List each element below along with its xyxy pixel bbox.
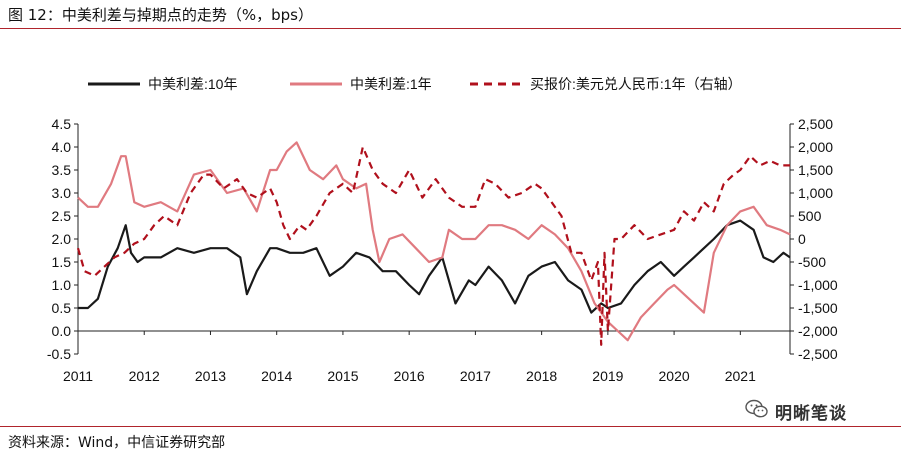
- y-left-tick-label: 1.0: [52, 277, 72, 293]
- x-tick-label: 2017: [460, 368, 491, 384]
- bottom-rule: [0, 426, 901, 427]
- series-line-2: [77, 141, 791, 342]
- y-right-tick-label: 1,000: [798, 185, 833, 201]
- wechat-icon: [745, 398, 769, 424]
- watermark-text: 明晰笔谈: [775, 403, 847, 424]
- top-rule: [0, 28, 901, 29]
- x-tick-label: 2013: [195, 368, 226, 384]
- series-group: [76, 141, 791, 346]
- y-right-tick-label: -1,000: [798, 277, 838, 293]
- y-right-tick-label: -2,500: [798, 346, 838, 362]
- legend-label-1: 中美利差:10年: [148, 76, 237, 92]
- x-tick-label: 2018: [526, 368, 557, 384]
- chart: 中美利差:10年 中美利差:1年 买报价:美元兑人民币:1年（右轴） -0.5 0.0…: [47, 76, 838, 384]
- series-line-1: [78, 219, 791, 314]
- watermark: 明晰笔谈: [745, 398, 847, 424]
- y-right-tick-label: 2,000: [798, 139, 833, 155]
- y-right-tick-label: 500: [798, 208, 822, 224]
- y-left-tick-label: 0.0: [52, 323, 72, 339]
- legend-label-3: 买报价:美元兑人民币:1年（右轴）: [530, 76, 742, 92]
- y-left-tick-label: 1.5: [52, 254, 72, 270]
- y-left-tick-label: 2.5: [52, 208, 72, 224]
- legend: 中美利差:10年 中美利差:1年 买报价:美元兑人民币:1年（右轴）: [88, 76, 742, 92]
- legend-label-2: 中美利差:1年: [350, 76, 432, 92]
- series-line-3: [76, 145, 790, 346]
- y-left-tick-label: 4.0: [52, 139, 72, 155]
- y-left-tick-label: -0.5: [47, 346, 71, 362]
- x-tick-label: 2020: [659, 368, 690, 384]
- figure-title: 图 12：中美利差与掉期点的走势（%，bps）: [8, 6, 313, 24]
- x-tick-label: 2011: [63, 368, 93, 384]
- y-left-tick-label: 4.5: [52, 116, 72, 132]
- y-left-tick-label: 3.5: [52, 162, 72, 178]
- x-tick-label: 2016: [394, 368, 425, 384]
- y-right-tick-label: -500: [798, 254, 826, 270]
- y-right-tick-label: 1,500: [798, 162, 833, 178]
- source-note: 资料来源：Wind，中信证券研究部: [8, 435, 226, 451]
- y-right-tick-label: -2,000: [798, 323, 838, 339]
- x-tick-label: 2021: [725, 368, 756, 384]
- x-tick-label: 2015: [327, 368, 358, 384]
- y-right-tick-label: 0: [798, 231, 806, 247]
- x-tick-label: 2014: [261, 368, 292, 384]
- y-left-tick-label: 0.5: [52, 300, 72, 316]
- x-tick-label: 2019: [592, 368, 623, 384]
- y-left-tick-label: 3.0: [52, 185, 72, 201]
- x-tick-label: 2012: [129, 368, 160, 384]
- y-right-tick-label: 2,500: [798, 116, 833, 132]
- axes: -0.5 0.0 0.5 1.0 1.5 2.0 2.5 3.0 3.5 4.0 4.5 -2,500…: [47, 116, 838, 384]
- y-left-tick-label: 2.0: [52, 231, 72, 247]
- y-right-tick-label: -1,500: [798, 300, 838, 316]
